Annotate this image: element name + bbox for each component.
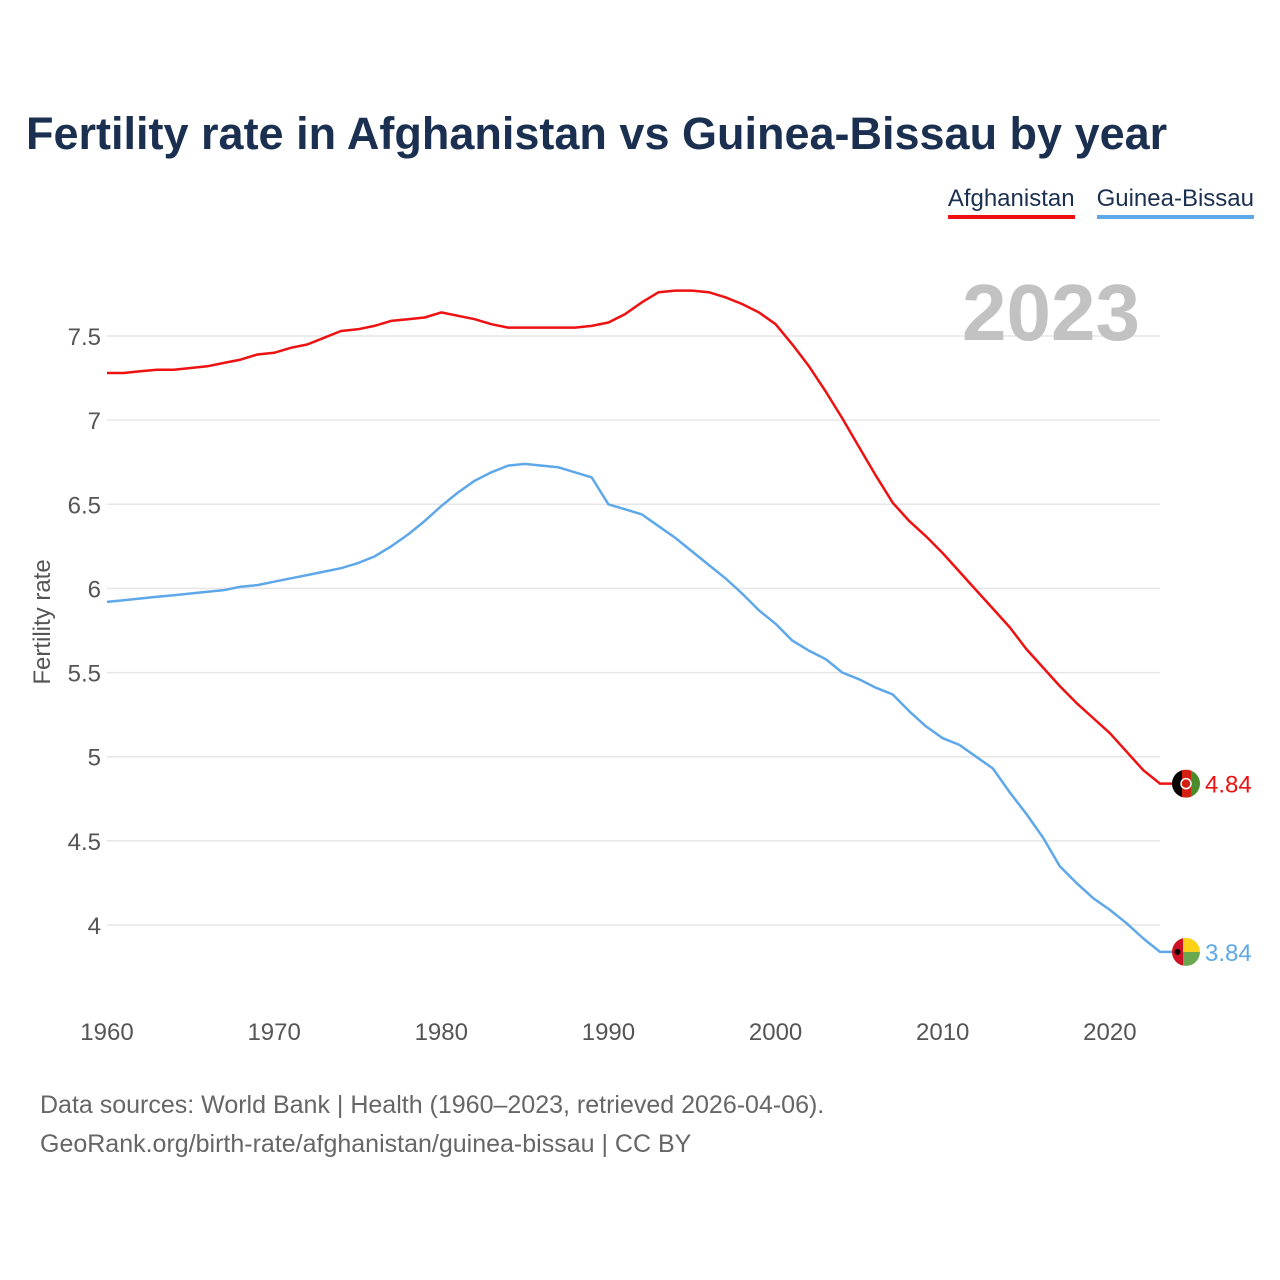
afghanistan-flag-icon	[1172, 769, 1200, 798]
x-tick-label: 1980	[415, 1019, 468, 1046]
end-markers: 4.84 3.84	[1172, 769, 1252, 967]
y-tick-label: 5.5	[68, 661, 101, 688]
y-axis-label: Fertility rate	[29, 559, 56, 684]
x-tick-label: 1990	[582, 1019, 635, 1046]
legend: Afghanistan Guinea-Bissau	[947, 185, 1254, 219]
x-tick-label: 1960	[80, 1019, 133, 1046]
y-tick-label: 4.5	[68, 829, 101, 856]
guinea-bissau-flag-icon	[1172, 937, 1200, 966]
y-tick-label: 5	[88, 745, 101, 772]
x-tick-label: 1970	[247, 1019, 300, 1046]
x-tick-label: 2000	[749, 1019, 802, 1046]
legend-item-guinea-bissau[interactable]: Guinea-Bissau	[1096, 185, 1254, 219]
y-tick-label: 7	[88, 408, 101, 435]
footer: Data sources: World Bank | Health (1960–…	[40, 1086, 824, 1164]
x-tick-label: 2020	[1083, 1019, 1136, 1046]
y-tick-label: 7.5	[68, 324, 101, 351]
x-tick-label: 2010	[916, 1019, 969, 1046]
year-badge: 2023	[962, 268, 1140, 357]
y-tick-label: 6	[88, 576, 101, 603]
series-lines	[106, 289, 1174, 954]
y-tick-label: 4	[88, 913, 101, 940]
gridlines	[107, 335, 1160, 926]
footer-source: Data sources: World Bank | Health (1960–…	[40, 1091, 825, 1119]
series-line-afghanistan[interactable]	[107, 289, 1174, 785]
end-value-label: 4.84	[1205, 772, 1252, 799]
y-axis-ticks: 4 4.5 5 5.5 6 6.5 7 7.5	[68, 324, 101, 940]
footer-link[interactable]: GeoRank.org/birth-rate/afghanistan/guine…	[40, 1130, 692, 1158]
y-tick-label: 6.5	[68, 492, 101, 519]
legend-item-afghanistan[interactable]: Afghanistan	[947, 185, 1075, 219]
chart-title: Fertility rate in Afghanistan vs Guinea-…	[26, 108, 1168, 159]
x-axis-ticks: 1960 1970 1980 1990 2000 2010 2020	[80, 1019, 1136, 1046]
end-value-label: 3.84	[1205, 940, 1252, 967]
series-line-guinea-bissau[interactable]	[106, 462, 1174, 954]
